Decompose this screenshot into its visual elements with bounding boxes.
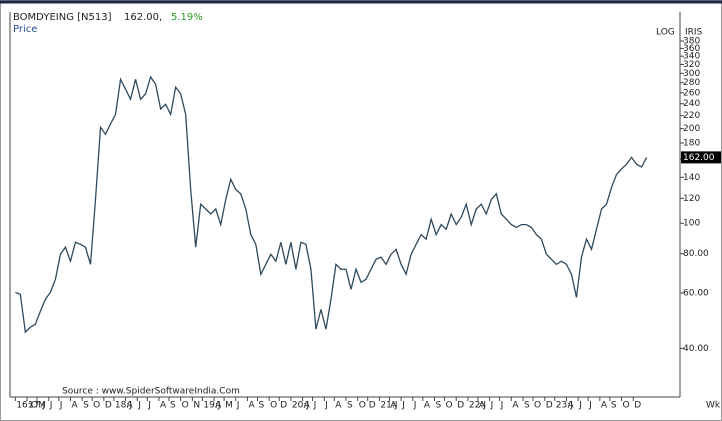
x-tick-label: 19:J [203,401,220,411]
scale-label: LOG [656,28,675,38]
x-tick-label: 21:J [380,401,397,411]
x-tick-label: A [512,401,519,411]
source: Source : www.SpiderSoftwareIndia.Com [62,387,240,397]
y-tick-label: 240 [683,99,700,109]
x-tick-label: S [611,401,617,411]
y-tick-label: 80.00 [683,249,709,259]
x-tick-label: D [280,401,287,411]
x-tick-label: O [182,401,189,411]
x-tick-label: D [546,401,553,411]
price: 162.00, [124,12,162,23]
y-tick-label: 180 [683,139,700,149]
last-price-box [681,151,721,164]
x-tick-label: S [524,401,530,411]
x-tick-label: S [436,401,442,411]
x-tick-label: J [588,401,592,411]
y-tick-label: 380 [683,37,700,47]
x-tick-label: J [313,401,317,411]
x-tick-label: O [623,401,630,411]
x-tick-label: J [236,401,240,411]
y-tick-label: 220 [683,111,700,121]
x-tick-label: J [49,401,53,411]
x-tick-label: D [457,401,464,411]
y-tick-label: 40.00 [683,344,709,354]
y-tick-label: 360 [683,44,700,54]
x-tick-label: J [137,401,141,411]
x-tick-label: M [225,401,233,411]
y-tick-label: 200 [683,124,700,134]
x-tick-label: A [304,401,311,411]
x-tick-label: 22:J [469,401,486,411]
x-tick-label: A [390,401,397,411]
x-tick-label: A [215,401,222,411]
x-tick-label: S [83,401,89,411]
y-tick-label: 300 [683,69,700,79]
period: Wk [706,401,721,411]
x-tick-label: J [490,401,494,411]
x-tick-label: S [258,401,264,411]
x-tick-label: J [578,401,582,411]
indicator: IRIS [685,28,703,38]
x-tick-label: N [193,401,200,411]
x-tick-label: 23:J [556,401,573,411]
x-tick-label: D [105,401,112,411]
x-tick-label: 18:J [115,401,132,411]
x-tick-label: A [335,401,342,411]
x-tick-label: O [270,401,277,411]
x-tick-label: 16:O [16,401,38,411]
y-tick-label: 60.00 [683,288,709,298]
y-tick-label: 100 [683,219,700,229]
x-tick-label: S [170,401,176,411]
x-tick-label: 17:J [28,401,45,411]
price-line [15,75,648,334]
x-tick-label: A [248,401,255,411]
y-tick-label: 340 [683,52,700,62]
y-tick-label: 140 [683,173,700,183]
x-tick-label: A [424,401,431,411]
x-tick-label: J [413,401,417,411]
x-tick-label: J [59,401,63,411]
x-tick-label: A [567,401,574,411]
x-tick-label: O [534,401,541,411]
x-tick-label: O [446,401,453,411]
last-price-label: 162.00 [683,153,715,163]
y-tick-label: 260 [683,88,700,98]
x-tick-label: J [147,401,151,411]
x-tick-label: S [347,401,353,411]
y-tick-label: 280 [683,78,700,88]
change: 5.19% [171,12,203,23]
y-tick-label: 120 [683,194,700,204]
x-tick-label: D [634,401,641,411]
x-tick-label: J [401,401,405,411]
series-label: Price [13,24,37,35]
symbol: BOMDYEING [N513] [13,12,112,23]
y-tick-label: 320 [683,60,700,70]
x-tick-label: J [500,401,504,411]
x-tick-label: 20:J [292,401,309,411]
x-tick-label: O [93,401,100,411]
x-tick-label: A [127,401,134,411]
x-tick-label: D [369,401,376,411]
x-tick-label: A [479,401,486,411]
x-tick-label: O [359,401,366,411]
x-tick-label: A [601,401,608,411]
x-tick-label: M [38,401,46,411]
x-tick-label: A [160,401,167,411]
x-tick-label: J [324,401,328,411]
x-tick-label: A [71,401,78,411]
